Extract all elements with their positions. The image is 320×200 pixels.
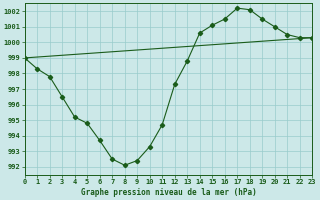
X-axis label: Graphe pression niveau de la mer (hPa): Graphe pression niveau de la mer (hPa) xyxy=(81,188,256,197)
